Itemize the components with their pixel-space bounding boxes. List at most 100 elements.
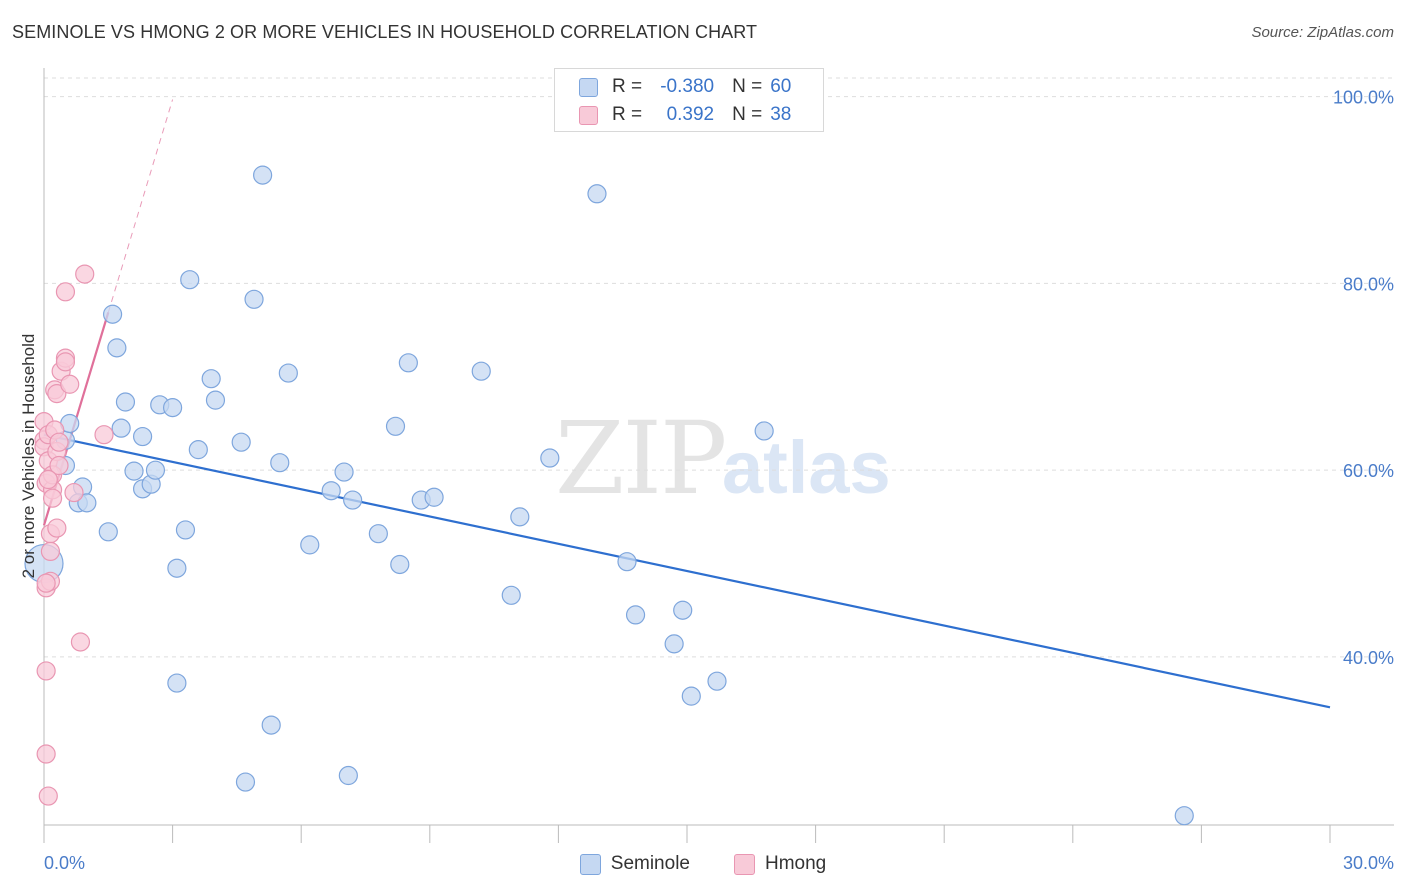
y-tick-label: 60.0%: [1343, 461, 1394, 481]
seminole-point: [270, 453, 290, 473]
seminole-point: [180, 270, 200, 290]
hmong-legend-label: Hmong: [764, 853, 827, 874]
seminole-point: [188, 440, 208, 460]
seminole-trend-line: [43, 433, 1331, 709]
hmong-legend-swatch: [733, 853, 755, 875]
hmong-point: [38, 469, 58, 490]
seminole-point: [244, 289, 264, 309]
seminole-legend-swatch: [579, 853, 601, 875]
x-tick-label-min: 0.0%: [44, 853, 85, 873]
y-tick-label: 40.0%: [1343, 648, 1394, 668]
seminole-point: [98, 522, 118, 542]
legend-hmong-n: 38: [770, 104, 792, 125]
seminole-point: [132, 426, 153, 447]
seminole-point: [334, 462, 354, 482]
x-tick-label-max: 30.0%: [1343, 853, 1394, 873]
y-axis-label: 2 or more Vehicles in Household: [19, 334, 38, 579]
hmong-point: [40, 541, 61, 562]
seminole-point: [617, 552, 637, 572]
seminole-point: [368, 524, 388, 544]
seminole-point: [501, 585, 521, 605]
seminole-point: [102, 304, 123, 324]
legend-item-hmong: Hmong: [733, 853, 827, 875]
seminole-point: [175, 520, 196, 540]
seminole-point: [124, 461, 144, 481]
seminole-point: [145, 460, 166, 480]
seminole-point: [300, 535, 320, 555]
seminole-point: [673, 600, 693, 620]
hmong-point: [60, 374, 80, 394]
hmong-point: [94, 425, 114, 445]
seminole-point: [231, 432, 251, 452]
watermark-zip: ZIP: [555, 400, 727, 517]
seminole-point: [205, 390, 226, 410]
legend-r-label: R =: [612, 104, 643, 125]
legend-row-hmong: R = 0.392 N = 38: [555, 101, 791, 129]
seminole-point: [398, 353, 418, 373]
legend-r-label: R =: [612, 76, 643, 97]
chart-title: SEMINOLE VS HMONG 2 OR MORE VEHICLES IN …: [12, 22, 758, 42]
tick-labels: 40.0% 60.0% 80.0% 100.0% 0.0% 30.0%: [44, 88, 1394, 873]
hmong-trend-extension: [107, 99, 174, 313]
seminole-point: [77, 493, 97, 513]
hmong-point: [70, 632, 91, 652]
legend-seminole-r: -0.380: [660, 76, 715, 97]
seminole-point: [681, 686, 701, 706]
seminole-point: [278, 363, 298, 383]
seminole-point: [754, 421, 774, 441]
seminole-point: [253, 165, 273, 185]
seminole-point: [163, 398, 183, 418]
seminole-swatch: [579, 77, 598, 97]
seminole-point: [424, 487, 444, 507]
legend-row-seminole: R = -0.380 N = 60: [555, 73, 791, 101]
hmong-point: [42, 488, 63, 508]
seminole-point: [111, 418, 131, 438]
grid-lines: [44, 77, 1394, 658]
seminole-point: [540, 448, 560, 468]
seminole-point: [167, 558, 187, 578]
seminole-point: [338, 765, 358, 786]
seminole-point: [201, 369, 221, 389]
axes: [43, 68, 1394, 843]
y-tick-label: 80.0%: [1343, 274, 1394, 294]
data-points: [24, 165, 1194, 826]
legend-item-seminole: Seminole: [579, 853, 690, 875]
seminole-point: [664, 634, 684, 654]
hmong-point: [64, 482, 84, 503]
seminole-point: [107, 338, 127, 358]
legend-n-label: N =: [732, 104, 763, 125]
seminole-point: [471, 361, 491, 381]
seminole-point: [235, 772, 256, 792]
seminole-point: [707, 671, 727, 691]
hmong-point: [38, 786, 58, 806]
seminole-point: [167, 673, 187, 693]
seminole-point: [343, 490, 363, 510]
hmong-point: [49, 455, 69, 476]
seminole-point: [510, 507, 530, 527]
hmong-point: [55, 352, 76, 372]
hmong-point: [47, 518, 67, 538]
watermark-atlas: atlas: [722, 426, 891, 509]
hmong-point: [49, 432, 69, 452]
hmong-point: [36, 744, 56, 764]
seminole-point: [587, 184, 607, 204]
hmong-point: [47, 384, 67, 404]
hmong-point: [55, 282, 76, 302]
seminole-point: [1174, 806, 1194, 826]
hmong-swatch: [579, 105, 598, 125]
legend-hmong-r: 0.392: [666, 104, 715, 125]
seminole-point: [321, 481, 341, 501]
seminole-point: [261, 715, 281, 735]
seminole-point: [385, 416, 406, 436]
seminole-legend-label: Seminole: [610, 853, 690, 874]
source-label: Source: ZipAtlas.com: [1251, 24, 1394, 41]
hmong-point: [36, 573, 56, 593]
y-tick-label: 100.0%: [1333, 88, 1394, 108]
correlation-legend: R = -0.380 N = 60 R = 0.392 N = 38: [554, 68, 824, 132]
seminole-point: [390, 554, 410, 575]
legend-n-label: N =: [732, 76, 763, 97]
series-legend: Seminole Hmong: [0, 852, 1406, 876]
legend-seminole-n: 60: [770, 76, 792, 97]
seminole-point: [625, 605, 646, 625]
